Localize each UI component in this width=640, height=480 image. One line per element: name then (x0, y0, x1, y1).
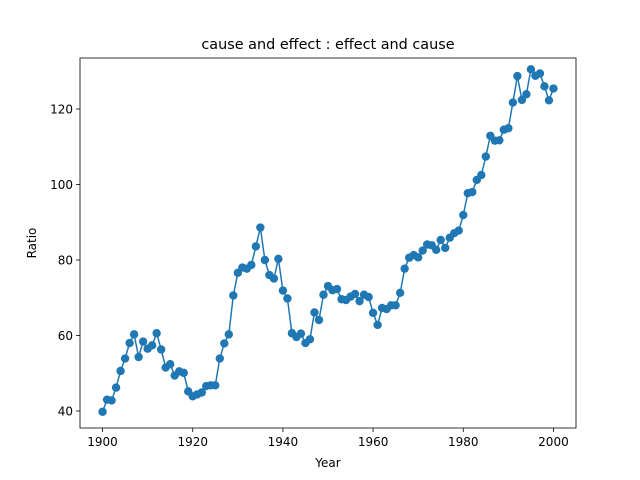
data-point (350, 289, 360, 299)
data-point (508, 98, 518, 107)
data-point (319, 290, 328, 299)
y-axis: 40 60 80 100 120 (50, 102, 80, 418)
x-axis-label: Year (314, 456, 340, 470)
data-point (211, 381, 220, 390)
data-point (120, 354, 130, 363)
data-point (165, 359, 175, 369)
data-point (156, 345, 166, 354)
data-point (535, 69, 545, 78)
data-point (278, 286, 288, 295)
data-point (125, 338, 134, 348)
data-point (373, 320, 382, 330)
data-point (459, 210, 468, 220)
data-point (256, 223, 265, 232)
data-point (436, 235, 445, 245)
data-point (129, 330, 139, 339)
data-point (229, 291, 238, 300)
axes-frame (79, 57, 577, 429)
x-axis: 1900 1920 1940 1960 1980 2000 (87, 428, 569, 449)
data-point (274, 254, 283, 264)
y-tick-label: 40 (58, 404, 73, 418)
data-point (418, 246, 427, 255)
x-tick-label: 1940 (268, 435, 299, 449)
y-axis-label: Ratio (25, 228, 39, 259)
plot-area (98, 65, 558, 416)
data-point (197, 388, 206, 397)
data-point (522, 90, 531, 99)
data-point (395, 288, 405, 298)
x-tick-label: 2000 (538, 435, 569, 449)
y-tick-label: 80 (58, 253, 73, 267)
data-point (517, 95, 527, 105)
chart-title: cause and effect : effect and cause (201, 37, 454, 53)
data-point (251, 242, 261, 251)
data-point (413, 253, 423, 262)
data-point (269, 274, 279, 283)
data-point (504, 124, 513, 133)
data-point (332, 284, 342, 294)
data-point (549, 84, 558, 93)
data-point (138, 337, 148, 346)
data-point (152, 329, 161, 338)
data-point (454, 226, 463, 235)
data-point (314, 315, 324, 325)
data-point (296, 329, 306, 338)
data-point (220, 339, 229, 348)
data-point (477, 170, 486, 180)
x-tick-label: 1980 (448, 435, 479, 449)
data-point (391, 301, 400, 310)
data-point (495, 136, 504, 145)
data-point (305, 335, 315, 344)
data-point (134, 352, 143, 362)
data-point (111, 383, 121, 392)
data-point (355, 296, 364, 306)
data-point (247, 260, 256, 270)
data-point (260, 255, 270, 265)
data-point (179, 368, 188, 378)
data-point (98, 407, 107, 416)
data-point (283, 294, 292, 303)
data-point (215, 354, 224, 363)
data-point (310, 308, 319, 317)
data-point (540, 82, 549, 91)
data-point (400, 264, 409, 273)
y-tick-label: 100 (50, 178, 73, 192)
data-point (368, 308, 378, 318)
data-point (364, 292, 373, 302)
x-tick-label: 1920 (177, 435, 208, 449)
data-point (526, 65, 536, 74)
data-point (468, 187, 477, 197)
data-point (116, 366, 125, 376)
data-point (107, 396, 116, 405)
data-point (441, 243, 450, 253)
y-tick-label: 60 (58, 329, 73, 343)
x-tick-label: 1900 (87, 435, 118, 449)
data-point (481, 152, 491, 161)
y-tick-label: 120 (50, 102, 73, 116)
data-point (147, 341, 157, 350)
data-point (224, 330, 233, 339)
data-point (544, 96, 554, 105)
x-tick-label: 1960 (358, 435, 389, 449)
data-point (432, 245, 441, 254)
data-point (513, 71, 522, 81)
